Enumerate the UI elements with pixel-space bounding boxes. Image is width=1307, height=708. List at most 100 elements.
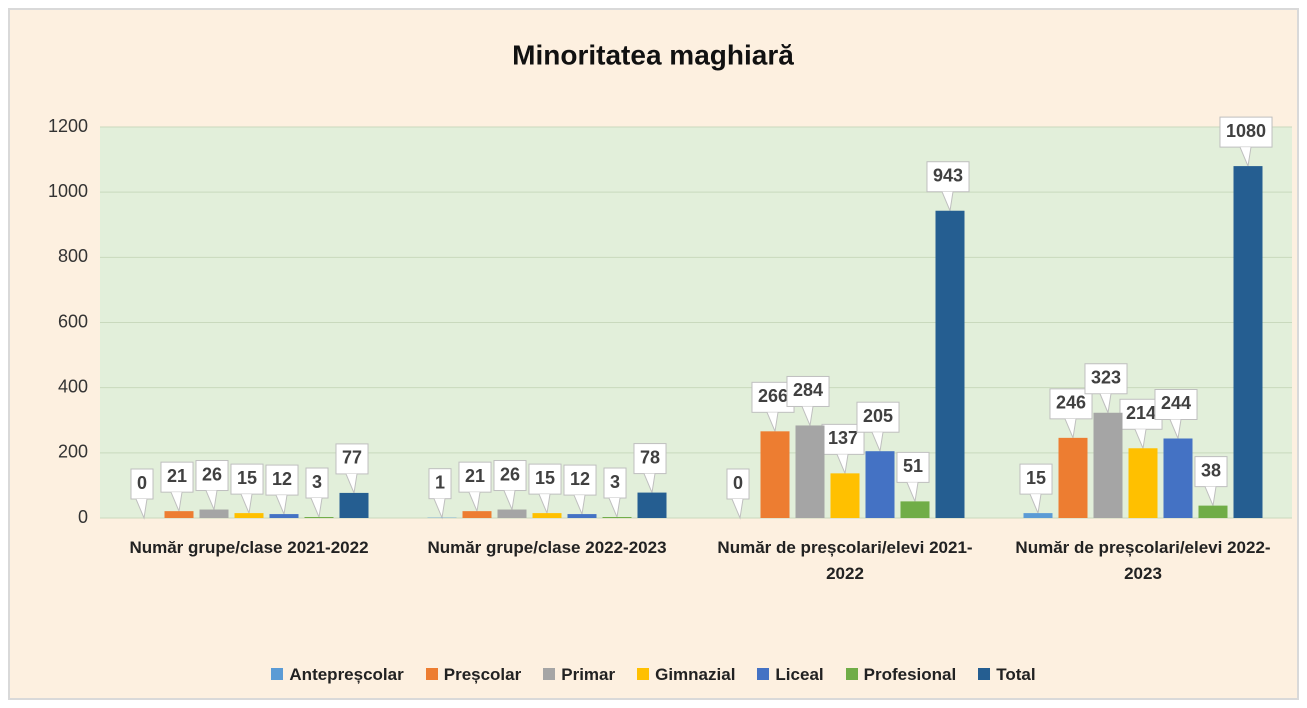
bar [567,514,597,518]
data-label-text: 3 [610,472,620,492]
data-label-text: 15 [1026,468,1046,488]
legend-item: Preșcolar [425,665,522,685]
data-label-text: 78 [640,447,660,467]
legend-label: Antepreșcolar [289,665,404,684]
data-label-text: 0 [733,473,743,493]
legend-item: Primar [543,665,615,685]
data-label: 137 [821,423,865,476]
data-label: 38 [1194,456,1228,508]
data-label-text: 244 [1161,393,1191,413]
data-label-box [1194,456,1228,488]
data-label-pointer [503,490,516,512]
data-label-pointer [941,191,954,213]
data-label: 26 [195,460,229,512]
data-label-box [633,443,667,475]
x-tick-label: Număr grupe/clase 2021-2022 [129,538,369,557]
data-label: 244 [1154,388,1198,441]
legend: Antepreșcolar Preșcolar Primar Gimnazial Lic… [0,665,1307,685]
bar [234,513,264,518]
bar [269,514,299,518]
data-label: 15 [230,463,264,515]
data-label: 78 [633,443,667,495]
bar [1093,412,1123,518]
data-label: 205 [856,401,900,454]
bar [339,492,369,518]
chart-title: Minoritatea maghiară [512,39,794,70]
data-label: 943 [926,161,970,213]
data-label-text: 205 [863,406,893,426]
legend-item: Antepreșcolar [271,665,404,685]
data-label-text: 3 [312,472,322,492]
legend-swatch [978,668,991,680]
data-label-text: 1080 [1226,121,1266,141]
data-label-box [856,401,900,433]
data-label-text: 323 [1091,368,1121,388]
legend-swatch [637,668,650,680]
y-tick-label: 1000 [48,181,88,201]
data-label: 1 [428,468,452,520]
data-label-box [195,460,229,492]
data-label: 12 [563,464,597,516]
data-label-pointer [1204,486,1217,508]
data-label-pointer [871,432,884,454]
data-label-pointer [538,493,551,515]
legend-label: Primar [561,665,616,684]
data-label-box [896,451,930,483]
data-label-pointer [801,406,814,428]
legend-label: Preșcolar [443,665,522,684]
data-label: 51 [896,451,930,504]
data-label-text: 943 [933,165,963,185]
data-label-pointer [135,498,148,520]
data-label-text: 284 [793,380,823,400]
bar [865,451,895,518]
data-label: 1080 [1219,116,1273,168]
data-label-text: 266 [758,386,788,406]
bar [304,517,334,518]
data-label: 0 [726,468,750,520]
bar [1023,513,1053,518]
data-label-text: 12 [570,469,590,489]
bar [462,511,492,518]
data-label-box [926,161,970,193]
legend-swatch [425,668,438,680]
bar [795,425,825,518]
x-tick-label: Număr de preșcolari/elevi 2022-2023 [1015,538,1271,583]
data-label: 284 [786,375,830,428]
legend-label: Total [996,665,1036,684]
data-label-pointer [1029,493,1042,515]
data-label-text: 15 [237,468,257,488]
bar [1058,437,1088,518]
data-label-text: 137 [828,428,858,448]
data-label-text: 214 [1126,403,1156,423]
data-label-pointer [433,498,446,520]
legend-swatch [845,668,858,680]
data-label-text: 38 [1201,460,1221,480]
data-label-pointer [766,412,779,434]
data-label-text: 1 [435,472,445,492]
data-label: 323 [1084,363,1128,415]
legend-swatch [757,668,770,680]
legend-swatch [543,668,556,680]
x-tick-label: Număr grupe/clase 2022-2023 [427,538,667,557]
bar [1198,505,1228,518]
data-label-text: 51 [903,456,923,476]
y-tick-label: 400 [58,376,88,396]
data-label: 21 [160,461,194,513]
y-tick-label: 200 [58,442,88,462]
data-label: 3 [305,467,329,519]
data-label-text: 77 [342,448,362,468]
data-label-text: 21 [465,466,485,486]
data-label-pointer [205,490,218,512]
x-tick-label: Număr de preșcolari/elevi 2021-2022 [717,538,973,583]
data-label-text: 15 [535,468,555,488]
data-label: 21 [458,461,492,513]
y-tick-label: 0 [78,507,88,527]
data-label-text: 12 [272,469,292,489]
data-label-text: 246 [1056,393,1086,413]
data-label: 12 [265,464,299,516]
legend-label: Gimnazial [655,665,736,684]
bar [199,509,229,518]
